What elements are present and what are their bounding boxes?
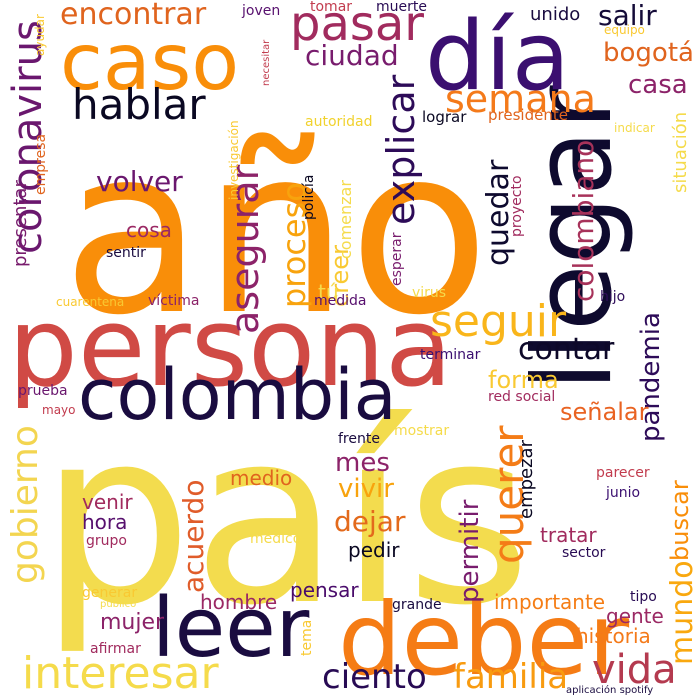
word-volver: volver — [96, 165, 183, 198]
word-dia: día — [425, 2, 570, 112]
word-muerte: muerte — [376, 0, 427, 15]
word-frente: frente — [338, 431, 380, 447]
word-virus: virus — [412, 285, 447, 301]
word-contar: contar — [518, 332, 615, 367]
word-equipo: equipo — [604, 23, 645, 37]
word-presidente: presidente — [488, 106, 568, 124]
word-mes: mes — [335, 448, 390, 478]
word-caso: caso — [60, 18, 240, 108]
word-hombre: hombre — [200, 590, 278, 614]
word-unido: unido — [530, 4, 581, 25]
word-terminar: terminar — [420, 347, 481, 363]
word-bogota: bogotá — [603, 38, 694, 68]
word-colombiano: colombiano — [567, 139, 600, 302]
word-ayudar: ayudar — [33, 14, 47, 56]
word-tratar: tratar — [540, 523, 597, 547]
word-aplicacion-spotify: aplicación spotify — [566, 685, 654, 696]
word-tu: tú — [318, 280, 339, 304]
word-tomar: tomar — [310, 0, 353, 15]
word-medio: medio — [230, 466, 293, 490]
word-mundo: mundo — [665, 560, 700, 665]
word-grupo: grupo — [86, 533, 127, 549]
word-historia: historia — [576, 624, 651, 648]
word-afirmar: afirmar — [90, 641, 141, 657]
word-investigacion: investigación — [227, 120, 241, 200]
word-esperar: esperar — [389, 232, 405, 287]
word-indicar: indicar — [614, 121, 655, 135]
word-empezar: empezar — [516, 440, 537, 519]
word-joven: joven — [242, 3, 281, 19]
word-parecer: parecer — [596, 465, 650, 481]
word-comenzar: comenzar — [336, 180, 355, 259]
word-hijo: hijo — [600, 289, 626, 305]
word-medico: médico — [250, 531, 302, 547]
word-pedir: pedir — [348, 538, 400, 562]
word-pais: país — [40, 378, 532, 658]
word-seguir: seguir — [430, 296, 567, 347]
word-situacion: situación — [670, 111, 691, 193]
word-empresa: empresa — [33, 133, 49, 195]
word-vivir: vivir — [338, 474, 394, 504]
word-deber: deber — [338, 581, 630, 698]
word-pasar: pasar — [290, 0, 425, 52]
word-junio: junio — [606, 485, 641, 501]
word-senalar: señalar — [560, 398, 649, 426]
word-proyecto: proyecto — [509, 175, 525, 237]
word-autoridad: autoridad — [305, 114, 373, 130]
word-vida: vida — [592, 647, 677, 693]
word-mujer: mujer — [100, 610, 165, 635]
word-gente: gente — [606, 604, 664, 628]
word-buscar: buscar — [666, 480, 694, 561]
word-colombia: colombia — [78, 354, 397, 436]
word-ano: año — [62, 99, 490, 366]
word-mostrar: mostrar — [394, 423, 450, 439]
word-generar: generar — [82, 585, 138, 601]
word-pensar: pensar — [290, 578, 359, 602]
word-semana: semana — [445, 77, 596, 121]
word-leer: leer — [152, 581, 310, 676]
word-hora: hora — [82, 510, 128, 534]
word-ciudad: ciudad — [305, 39, 399, 72]
word-prueba: prueba — [18, 383, 68, 399]
word-mayo: mayo — [42, 403, 76, 417]
word-acuerdo: acuerdo — [177, 479, 210, 593]
word-tipo: tipo — [630, 589, 657, 605]
word-ciento: ciento — [322, 657, 427, 697]
word-victima: víctima — [148, 293, 200, 309]
word-grande: grande — [392, 597, 442, 613]
word-sector: sector — [562, 545, 606, 561]
word-red-social: red social — [488, 389, 556, 405]
word-encontrar: encontrar — [60, 0, 207, 32]
word-venir: venir — [82, 490, 133, 514]
word-sentir: sentir — [106, 245, 146, 261]
word-cuarentena: cuarentena — [56, 295, 125, 309]
word-salir: salir — [598, 0, 657, 32]
word-importante: importante — [494, 590, 606, 614]
word-medida: medida — [314, 293, 367, 309]
word-publico: público — [100, 599, 137, 610]
word-necesitar: necesitar — [261, 39, 272, 86]
word-cosa: cosa — [126, 218, 172, 242]
word-policia: policía — [301, 174, 317, 220]
word-permitir: permitir — [455, 499, 485, 603]
word-lograr: lograr — [422, 108, 467, 126]
word-dejar: dejar — [334, 505, 406, 538]
word-presentar: presentar — [10, 180, 31, 267]
word-persona: persona — [8, 283, 453, 411]
word-interesar: interesar — [22, 648, 219, 699]
word-casa: casa — [628, 70, 688, 100]
word-forma: forma — [488, 366, 559, 394]
word-hablar: hablar — [72, 80, 206, 129]
word-gobierno: gobierno — [5, 425, 46, 584]
word-explicar: explicar — [379, 74, 423, 225]
word-tema: tema — [299, 619, 315, 656]
word-familia: familia — [453, 657, 569, 697]
